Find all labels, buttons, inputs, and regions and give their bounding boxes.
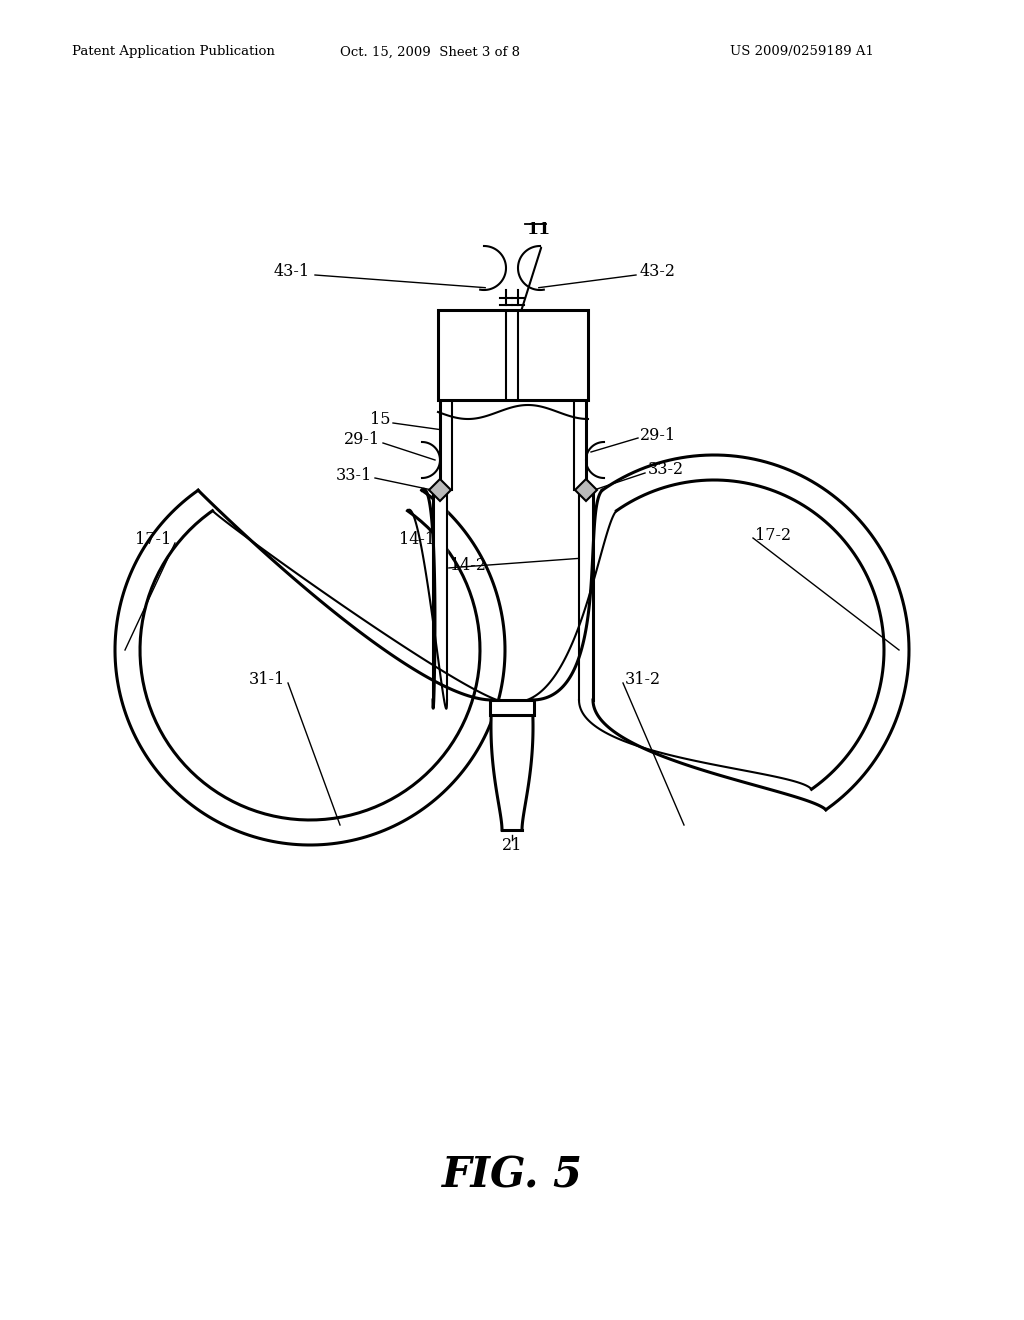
Text: 31-2: 31-2 — [625, 672, 662, 689]
Text: 29-1: 29-1 — [344, 432, 380, 449]
Text: FIG. 5: FIG. 5 — [441, 1154, 583, 1196]
Text: 43-2: 43-2 — [640, 264, 676, 281]
Text: 43-1: 43-1 — [273, 264, 310, 281]
Polygon shape — [440, 400, 586, 490]
Polygon shape — [429, 479, 451, 502]
Polygon shape — [115, 490, 505, 845]
Polygon shape — [575, 479, 597, 502]
Text: 15: 15 — [370, 412, 390, 429]
Text: 17-2: 17-2 — [755, 527, 792, 544]
Polygon shape — [616, 480, 884, 789]
Text: 33-2: 33-2 — [648, 462, 684, 479]
Polygon shape — [579, 490, 593, 700]
FancyBboxPatch shape — [438, 310, 588, 400]
Text: 21: 21 — [502, 837, 522, 854]
Text: 33-1: 33-1 — [336, 466, 372, 483]
Text: 14-1: 14-1 — [399, 532, 435, 549]
Text: 17-1: 17-1 — [135, 532, 171, 549]
Polygon shape — [433, 490, 447, 700]
Text: Oct. 15, 2009  Sheet 3 of 8: Oct. 15, 2009 Sheet 3 of 8 — [340, 45, 520, 58]
Text: Patent Application Publication: Patent Application Publication — [72, 45, 274, 58]
Text: 19: 19 — [452, 322, 472, 338]
Text: 31-1: 31-1 — [249, 672, 285, 689]
Text: 11: 11 — [527, 222, 551, 239]
Polygon shape — [602, 455, 909, 809]
Text: 29-1: 29-1 — [640, 426, 676, 444]
Polygon shape — [140, 511, 480, 820]
FancyBboxPatch shape — [490, 700, 534, 715]
Text: US 2009/0259189 A1: US 2009/0259189 A1 — [730, 45, 873, 58]
Polygon shape — [490, 700, 534, 830]
Text: 14-2: 14-2 — [450, 557, 486, 573]
